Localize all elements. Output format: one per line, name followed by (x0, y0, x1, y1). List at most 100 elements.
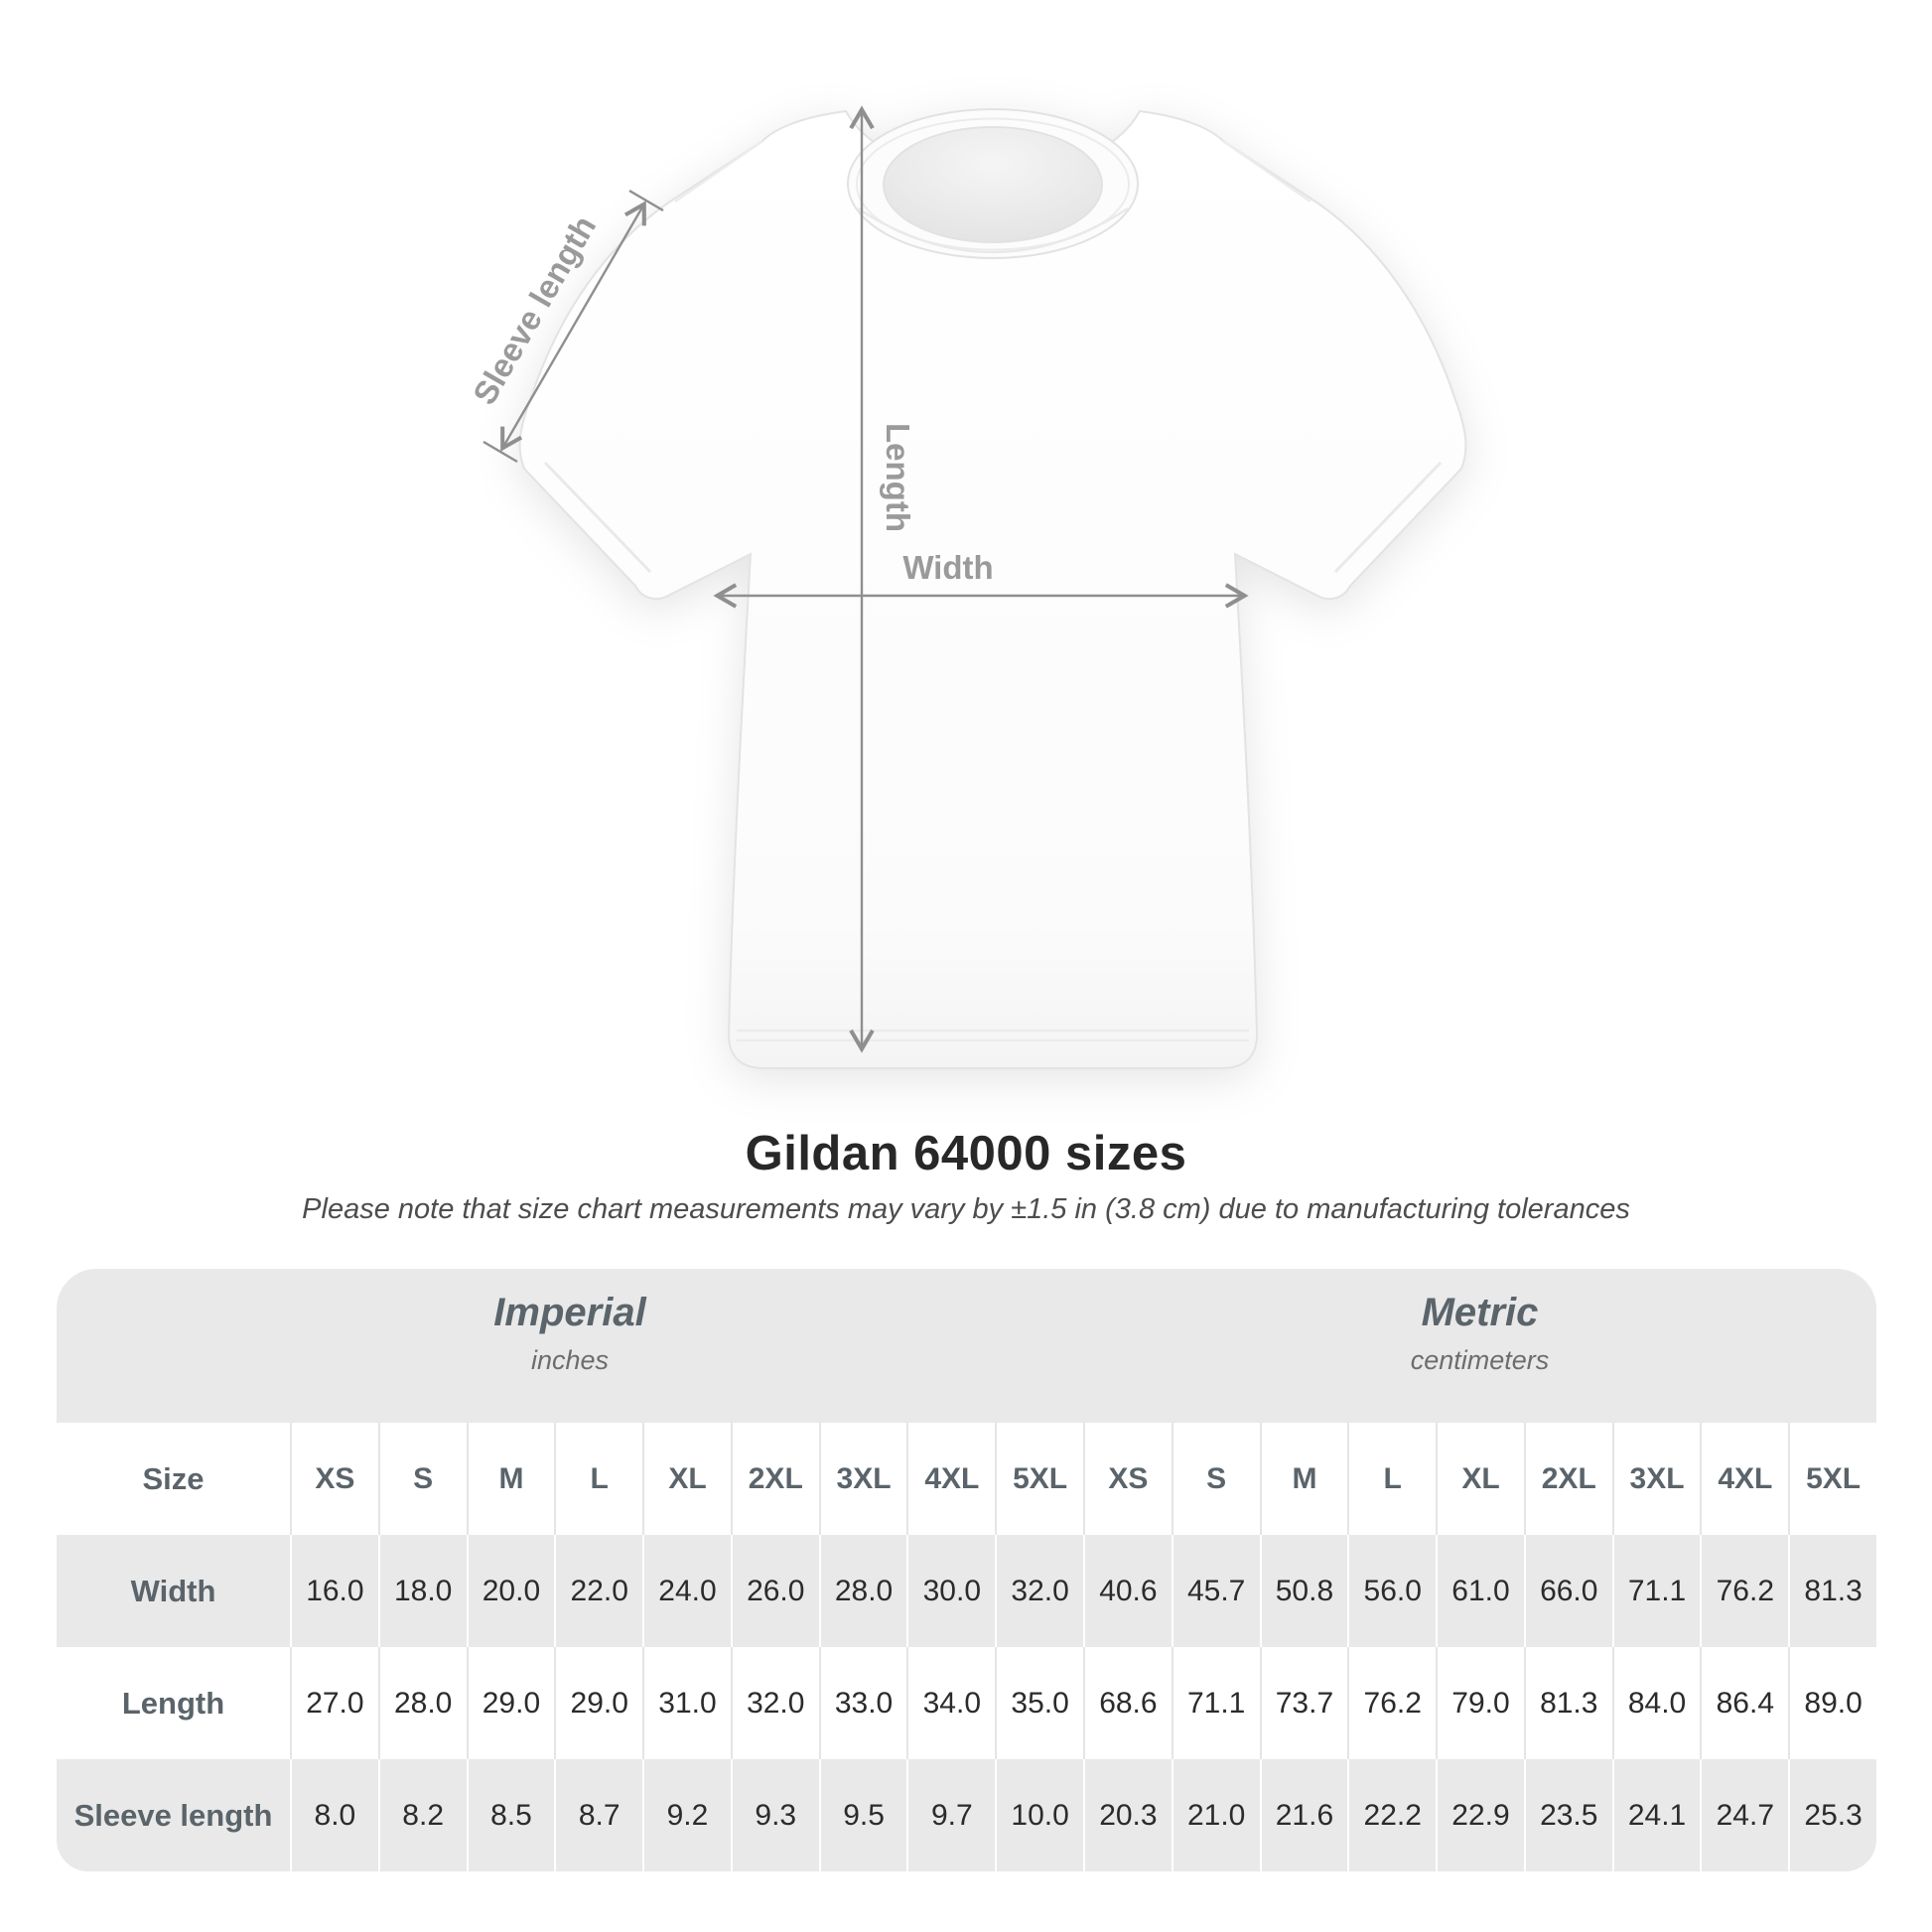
tshirt-neck-opening (882, 129, 1104, 244)
length-row-label: Length (121, 1685, 225, 1721)
width-imperial-3xl: 28.0 (818, 1535, 907, 1647)
length-metric-2xl: 81.3 (1523, 1647, 1612, 1759)
sleeve-metric-5xl: 25.3 (1788, 1759, 1876, 1871)
size-col-header-metric-3xl: 3XL (1611, 1423, 1701, 1535)
sleeve-imperial-m: 8.5 (466, 1759, 555, 1871)
length-label: Length (880, 423, 916, 532)
imperial-group-name: Imperial (493, 1291, 646, 1334)
size-col-header-metric-l: L (1347, 1423, 1436, 1535)
sleeve-imperial-xs: 8.0 (290, 1759, 378, 1871)
width-metric-3xl: 71.1 (1611, 1535, 1701, 1647)
imperial-group-unit: inches (530, 1345, 610, 1375)
sleeve-imperial-l: 8.7 (554, 1759, 642, 1871)
size-table: Imperial inches Metric centimeters Size … (57, 1269, 1876, 1871)
length-imperial-m: 29.0 (466, 1647, 555, 1759)
tshirt-collar (846, 108, 1140, 259)
left-sleeve-hem-stitch (543, 461, 652, 574)
size-col-header-metric-xs: XS (1083, 1423, 1172, 1535)
width-metric-5xl: 81.3 (1788, 1535, 1876, 1647)
length-metric-l: 76.2 (1347, 1647, 1436, 1759)
metric-group-name: Metric (1421, 1291, 1539, 1334)
tshirt-graphic (518, 108, 1467, 1069)
sleeve-imperial-5xl: 10.0 (995, 1759, 1083, 1871)
size-header-row: Size XS S M L XL 2XL 3XL 4XL 5XL XS S M … (57, 1423, 1876, 1535)
size-col-header-imperial-3xl: 3XL (818, 1423, 907, 1535)
length-metric-s: 71.1 (1171, 1647, 1260, 1759)
size-col-header-metric-4xl: 4XL (1700, 1423, 1788, 1535)
width-imperial-2xl: 26.0 (730, 1535, 819, 1647)
sleeve-arrow-bottom-tick (483, 440, 518, 464)
width-metric-m: 50.8 (1259, 1535, 1348, 1647)
size-col-header-metric-5xl: 5XL (1788, 1423, 1876, 1535)
sleeve-imperial-3xl: 9.5 (818, 1759, 907, 1871)
sleeve-metric-xs: 20.3 (1083, 1759, 1172, 1871)
length-metric-xs: 68.6 (1083, 1647, 1172, 1759)
length-imperial-l: 29.0 (554, 1647, 642, 1759)
length-metric-4xl: 86.4 (1700, 1647, 1788, 1759)
width-row: Width 16.0 18.0 20.0 22.0 24.0 26.0 28.0… (57, 1535, 1876, 1647)
tolerance-note: Please note that size chart measurements… (302, 1193, 1630, 1225)
width-imperial-xl: 24.0 (642, 1535, 731, 1647)
width-row-label: Width (130, 1573, 216, 1608)
size-col-header-metric-m: M (1259, 1423, 1348, 1535)
unit-group-header: Imperial inches Metric centimeters (57, 1269, 1876, 1423)
size-col-header-imperial-l: L (554, 1423, 642, 1535)
size-col-header-imperial-5xl: 5XL (995, 1423, 1083, 1535)
width-metric-xl: 61.0 (1436, 1535, 1524, 1647)
size-col-header-imperial-xl: XL (642, 1423, 731, 1535)
sleeve-arrow-top-tick (628, 189, 664, 212)
length-metric-xl: 79.0 (1436, 1647, 1524, 1759)
left-shoulder-seam (674, 139, 763, 204)
sleeve-length-row: Sleeve length 8.0 8.2 8.5 8.7 9.2 9.3 9.… (57, 1759, 1876, 1871)
length-row: Length 27.0 28.0 29.0 29.0 31.0 32.0 33.… (57, 1647, 1876, 1759)
sleeve-metric-s: 21.0 (1171, 1759, 1260, 1871)
size-header-cell: Size (142, 1460, 205, 1496)
length-metric-5xl: 89.0 (1788, 1647, 1876, 1759)
sleeve-metric-m: 21.6 (1259, 1759, 1348, 1871)
sleeve-metric-xl: 22.9 (1436, 1759, 1524, 1871)
size-col-header-imperial-s: S (377, 1423, 467, 1535)
imperial-group-header: Imperial inches (57, 1269, 1083, 1423)
width-imperial-4xl: 30.0 (906, 1535, 995, 1647)
bottom-hem-stitch (737, 1029, 1249, 1042)
size-col-header-imperial-2xl: 2XL (730, 1423, 819, 1535)
length-imperial-5xl: 35.0 (995, 1647, 1083, 1759)
length-imperial-xs: 27.0 (290, 1647, 378, 1759)
width-metric-s: 45.7 (1171, 1535, 1260, 1647)
sleeve-metric-4xl: 24.7 (1700, 1759, 1788, 1871)
size-col-header-imperial-4xl: 4XL (906, 1423, 995, 1535)
metric-group-header: Metric centimeters (1083, 1269, 1876, 1423)
sleeve-imperial-s: 8.2 (377, 1759, 467, 1871)
width-imperial-s: 18.0 (377, 1535, 467, 1647)
length-metric-m: 73.7 (1259, 1647, 1348, 1759)
sleeve-imperial-xl: 9.2 (642, 1759, 731, 1871)
right-sleeve-hem-stitch (1333, 461, 1443, 574)
length-imperial-2xl: 32.0 (730, 1647, 819, 1759)
metric-group-unit: centimeters (1410, 1345, 1550, 1375)
sleeve-metric-3xl: 24.1 (1611, 1759, 1701, 1871)
neckline-stitch (857, 207, 1129, 254)
page-title: Gildan 64000 sizes (745, 1127, 1187, 1180)
sleeve-length-row-label: Sleeve length (73, 1797, 273, 1833)
width-imperial-m: 20.0 (466, 1535, 555, 1647)
width-metric-l: 56.0 (1347, 1535, 1436, 1647)
size-col-header-imperial-m: M (466, 1423, 555, 1535)
length-imperial-s: 28.0 (377, 1647, 467, 1759)
right-shoulder-seam (1222, 139, 1311, 204)
length-imperial-4xl: 34.0 (906, 1647, 995, 1759)
width-imperial-xs: 16.0 (290, 1535, 378, 1647)
length-metric-3xl: 84.0 (1611, 1647, 1701, 1759)
length-imperial-3xl: 33.0 (818, 1647, 907, 1759)
width-metric-2xl: 66.0 (1523, 1535, 1612, 1647)
sleeve-metric-l: 22.2 (1347, 1759, 1436, 1871)
width-metric-4xl: 76.2 (1700, 1535, 1788, 1647)
width-label: Width (902, 549, 993, 586)
length-imperial-xl: 31.0 (642, 1647, 731, 1759)
tshirt-measurement-diagram: Length Width Sleeve length (466, 105, 1467, 1069)
sleeve-length-arrow (500, 201, 646, 452)
sleeve-metric-2xl: 23.5 (1523, 1759, 1612, 1871)
sleeve-imperial-4xl: 9.7 (906, 1759, 995, 1871)
size-col-header-metric-s: S (1171, 1423, 1260, 1535)
size-col-header-imperial-xs: XS (290, 1423, 378, 1535)
